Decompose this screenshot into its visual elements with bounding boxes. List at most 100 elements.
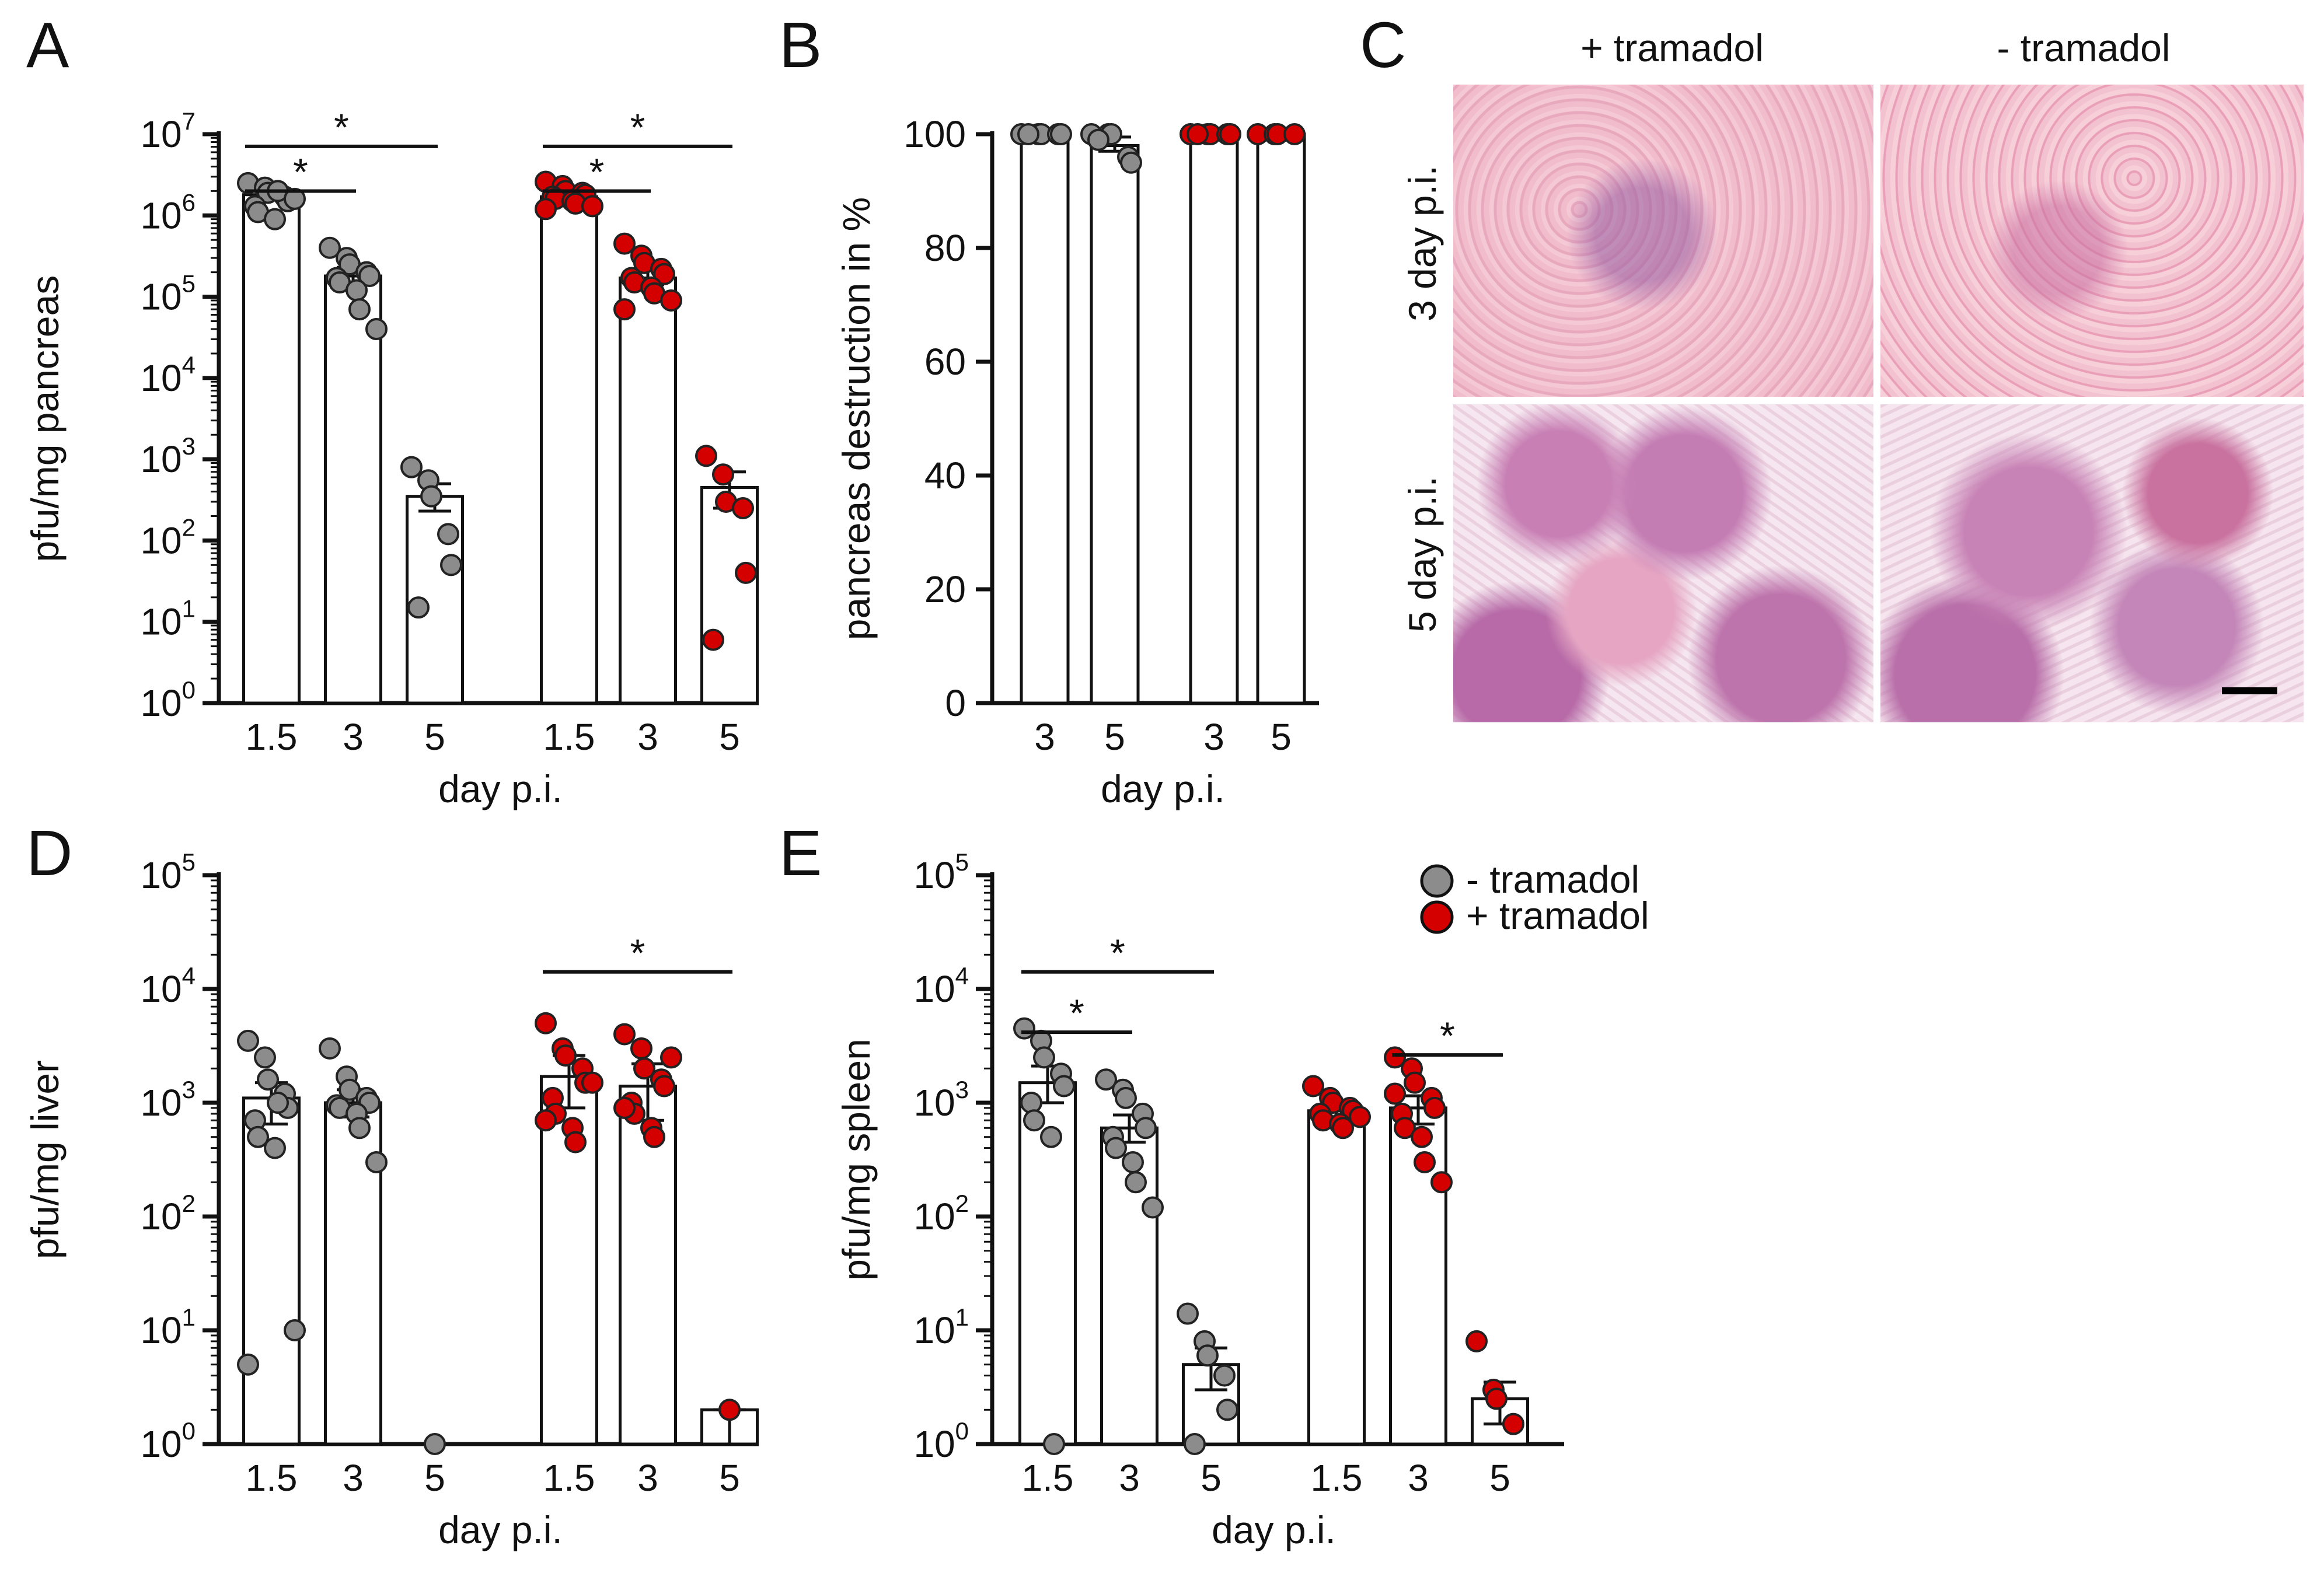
data-point — [254, 1046, 276, 1069]
data-point — [319, 1037, 341, 1060]
y-tick-label: 100 — [140, 676, 196, 724]
scale-bar — [2222, 687, 2277, 694]
data-point — [1213, 1364, 1236, 1387]
data-point — [1040, 1125, 1062, 1148]
data-point — [348, 298, 371, 321]
x-tick-label: 5 — [424, 1457, 445, 1499]
legend-marker-minus — [1420, 864, 1454, 898]
histo-day5-plus-tramadol — [1453, 404, 1873, 722]
chart-liver-pfu: 100 101 102 103 104 105 pfu/mg liver 1.5 3 5 1.5 3 5… — [23, 848, 759, 1551]
x-tick-label: 3 — [343, 1457, 364, 1499]
data-point — [1017, 123, 1039, 145]
data-point — [735, 561, 757, 584]
panel-label-c: C — [1360, 9, 1406, 81]
data-point — [1283, 123, 1306, 145]
x-tick-label: 3 — [637, 1457, 658, 1499]
data-point — [1502, 1413, 1524, 1435]
data-point — [1384, 1046, 1406, 1069]
data-point — [319, 236, 341, 259]
chart-spleen-pfu: 100 101 102 103 104 105 pfu/mg spleen 1.5 3 5 1.5 3… — [835, 848, 1564, 1551]
data-point — [1187, 123, 1209, 145]
histo-row-label-day3: 3 day p.i. — [1401, 165, 1444, 321]
x-tick-label: 5 — [1201, 1457, 1222, 1499]
y-tick-label: 105 — [140, 848, 196, 896]
y-tick-label: 101 — [140, 1303, 196, 1351]
x-tick-label: 1.5 — [1311, 1457, 1363, 1499]
y-tick-label: 104 — [140, 962, 196, 1010]
data-point — [643, 1125, 665, 1148]
significance-star: * — [589, 151, 605, 194]
significance-star: * — [1110, 931, 1125, 974]
bar — [700, 485, 759, 705]
x-axis-label: day p.i. — [438, 1508, 563, 1551]
data-point — [267, 1092, 289, 1114]
data-point — [581, 195, 603, 218]
data-point — [348, 1117, 371, 1139]
data-point — [1465, 1330, 1488, 1352]
data-point — [1115, 1086, 1137, 1109]
y-tick-label: 101 — [140, 595, 196, 643]
panel-label-d: D — [26, 817, 72, 889]
data-point — [1485, 1387, 1508, 1410]
data-point — [1105, 1137, 1127, 1159]
significance-star: * — [1069, 991, 1084, 1034]
x-tick-label: 3 — [637, 716, 658, 758]
data-point — [407, 596, 430, 619]
data-point — [1411, 1125, 1433, 1148]
data-point — [554, 1044, 577, 1067]
data-point — [613, 1023, 636, 1046]
x-axis-label: day p.i. — [1101, 767, 1225, 810]
data-point — [1095, 1068, 1117, 1091]
x-tick-label: 1.5 — [246, 716, 298, 758]
bar — [242, 193, 301, 705]
x-tick-label: 5 — [719, 716, 740, 758]
x-tick-label: 3 — [343, 716, 364, 758]
y-tick-label: 101 — [913, 1303, 969, 1351]
data-point — [613, 232, 636, 255]
data-point — [581, 1071, 603, 1094]
y-tick-label: 102 — [913, 1190, 969, 1238]
data-point — [1302, 1075, 1324, 1097]
y-tick-label: 104 — [913, 962, 969, 1010]
y-axis-label: pfu/mg spleen — [835, 1039, 878, 1281]
x-tick-label: 1.5 — [246, 1457, 298, 1499]
significance-star: * — [630, 931, 645, 974]
data-point — [264, 208, 286, 230]
y-tick-label: 100 — [913, 1417, 969, 1465]
significance-star: * — [1440, 1014, 1455, 1057]
data-point — [660, 1046, 682, 1069]
y-axis-label: pfu/mg liver — [23, 1060, 67, 1259]
data-point — [653, 1075, 675, 1097]
data-point — [264, 1137, 286, 1159]
data-point — [695, 445, 717, 467]
data-point — [1177, 1302, 1199, 1325]
y-axis-label: pancreas destruction in % — [835, 197, 878, 640]
y-tick-label: 100 — [140, 1417, 196, 1465]
bar — [1090, 144, 1140, 705]
data-point — [400, 456, 423, 478]
data-point — [535, 1012, 557, 1034]
data-point — [564, 1131, 587, 1153]
data-point — [633, 1057, 655, 1080]
data-point — [1050, 123, 1072, 145]
legend-marker-plus — [1420, 900, 1454, 934]
data-point — [1087, 128, 1109, 151]
data-point — [1216, 1399, 1238, 1421]
data-point — [1013, 1017, 1035, 1040]
y-tick-label: 60 — [924, 341, 966, 383]
y-tick-label: 100 — [903, 113, 966, 155]
x-tick-label: 1.5 — [543, 716, 595, 758]
x-tick-label: 3 — [1408, 1457, 1429, 1499]
data-point — [1332, 1117, 1354, 1139]
data-point — [718, 1399, 741, 1421]
data-point — [1349, 1106, 1371, 1128]
legend-label-plus: + tramadol — [1466, 894, 1649, 937]
data-point — [535, 198, 557, 221]
data-point — [613, 1096, 636, 1119]
data-point — [424, 1433, 446, 1455]
data-point — [653, 263, 675, 285]
histo-day5-minus-tramadol — [1880, 404, 2304, 722]
data-point — [1120, 151, 1142, 174]
y-tick-label: 103 — [913, 1076, 969, 1124]
